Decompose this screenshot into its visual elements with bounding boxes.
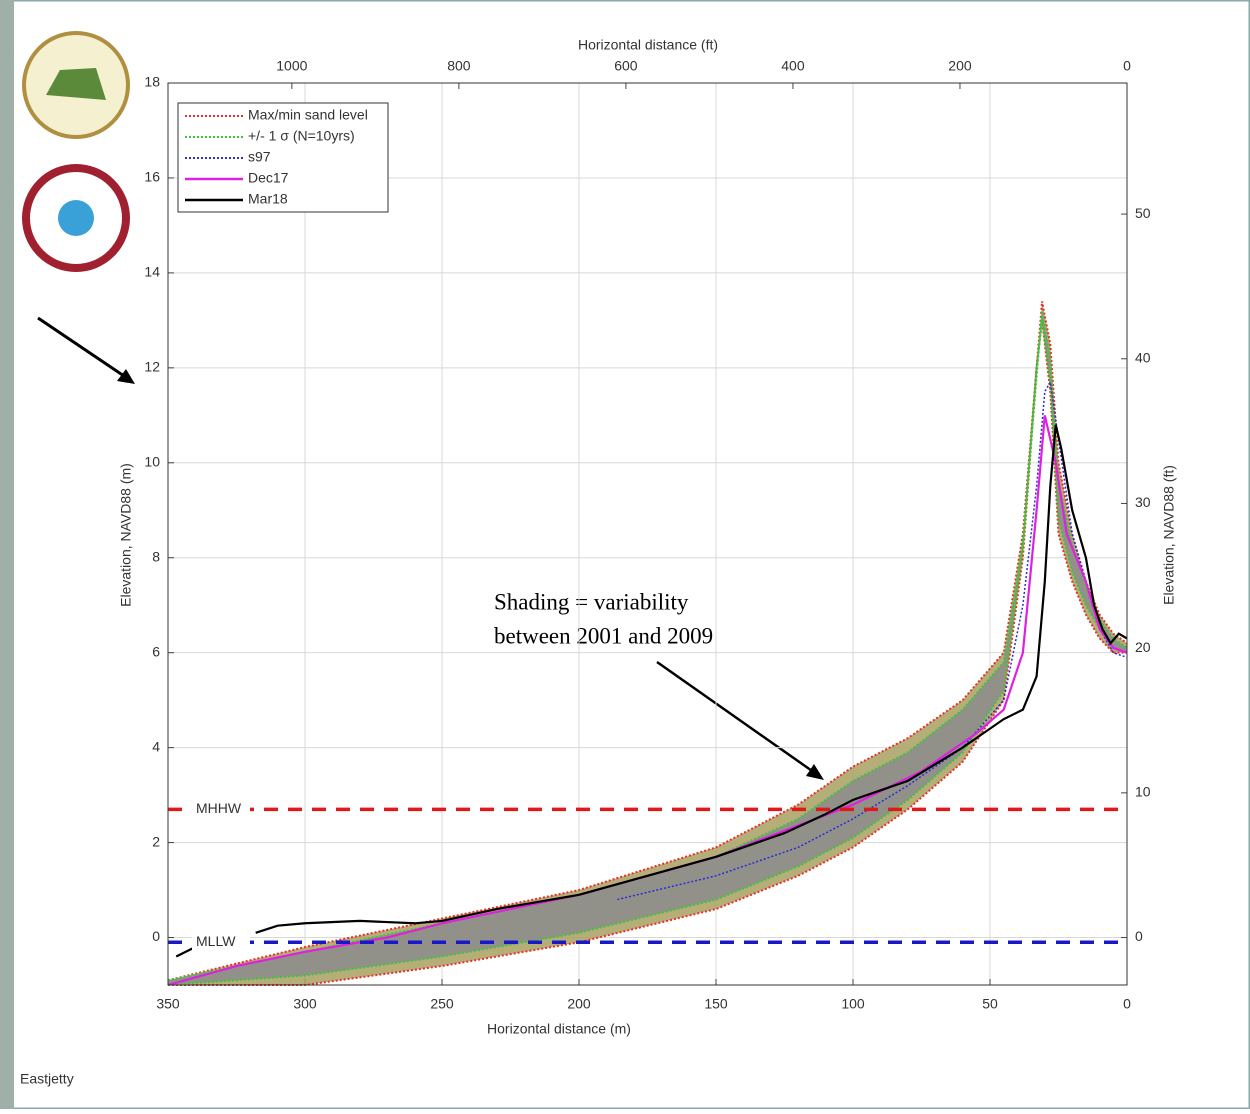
- x2-tick-label: 200: [948, 58, 972, 74]
- reference-label: MLLW: [196, 933, 236, 949]
- y2-tick-label: 0: [1135, 928, 1143, 944]
- y2-tick-label: 30: [1135, 494, 1151, 510]
- series-line: [167, 415, 1128, 987]
- pointer-arrowhead: [117, 369, 135, 384]
- y-tick-label: 16: [144, 169, 160, 185]
- x-tick-label: 50: [982, 996, 998, 1012]
- y-tick-label: 18: [144, 74, 160, 90]
- annotation-arrow: [656, 660, 816, 775]
- x2-tick-label: 600: [614, 58, 638, 74]
- x-tick-label: 150: [704, 996, 728, 1012]
- legend-label: Dec17: [248, 170, 289, 186]
- y-tick-label: 8: [152, 548, 160, 564]
- x2-tick-label: 0: [1123, 58, 1131, 74]
- logo-shape: [58, 200, 94, 236]
- x-tick-label: 100: [841, 996, 865, 1012]
- x-tick-label: 0: [1123, 996, 1131, 1012]
- x2-tick-label: 1000: [276, 58, 307, 74]
- reference-label-bg: [192, 800, 250, 819]
- reference-label-bg: [192, 933, 250, 952]
- y-axis-label: Elevation, NAVD88 (m): [118, 463, 134, 607]
- y-tick-label: 2: [152, 833, 160, 849]
- x-tick-label: 300: [293, 996, 317, 1012]
- annotation-arrowhead: [806, 764, 824, 780]
- y-tick-label: 14: [144, 264, 160, 280]
- x-tick-label: 350: [156, 996, 180, 1012]
- x-axis-label: Horizontal distance (m): [487, 1021, 631, 1037]
- legend-label: s97: [248, 149, 271, 165]
- band-edge: [167, 310, 1128, 982]
- x2-tick-label: 800: [447, 58, 471, 74]
- legend-label: +/- 1 σ (N=10yrs): [248, 128, 355, 144]
- x2-axis-label: Horizontal distance (ft): [578, 37, 718, 53]
- y2-axis-label: Elevation, NAVD88 (ft): [1161, 465, 1177, 605]
- y-tick-label: 6: [152, 643, 160, 659]
- y-tick-label: 4: [152, 738, 160, 754]
- logo-shape: [46, 68, 106, 100]
- annotation-line: Shading = variability: [494, 589, 689, 614]
- y-tick-label: 12: [144, 359, 160, 375]
- y2-tick-label: 40: [1135, 349, 1151, 365]
- band-edge: [168, 320, 1127, 986]
- y-tick-label: 10: [144, 453, 160, 469]
- y-tick-label: 0: [152, 928, 160, 944]
- x-tick-label: 200: [567, 996, 591, 1012]
- background-edge: [0, 0, 14, 1109]
- y2-tick-label: 50: [1135, 205, 1151, 221]
- y2-tick-label: 20: [1135, 639, 1151, 655]
- annotation-line: between 2001 and 2009: [494, 623, 713, 648]
- pointer-arrow: [37, 316, 131, 382]
- legend-label: Max/min sand level: [248, 107, 368, 123]
- site-label: Eastjetty: [20, 1071, 74, 1087]
- legend-label: Mar18: [248, 191, 288, 207]
- reference-label: MHHW: [196, 800, 242, 816]
- x2-tick-label: 400: [781, 58, 805, 74]
- x-tick-label: 250: [430, 996, 454, 1012]
- plot-frame: [167, 82, 1128, 986]
- y2-tick-label: 10: [1135, 784, 1151, 800]
